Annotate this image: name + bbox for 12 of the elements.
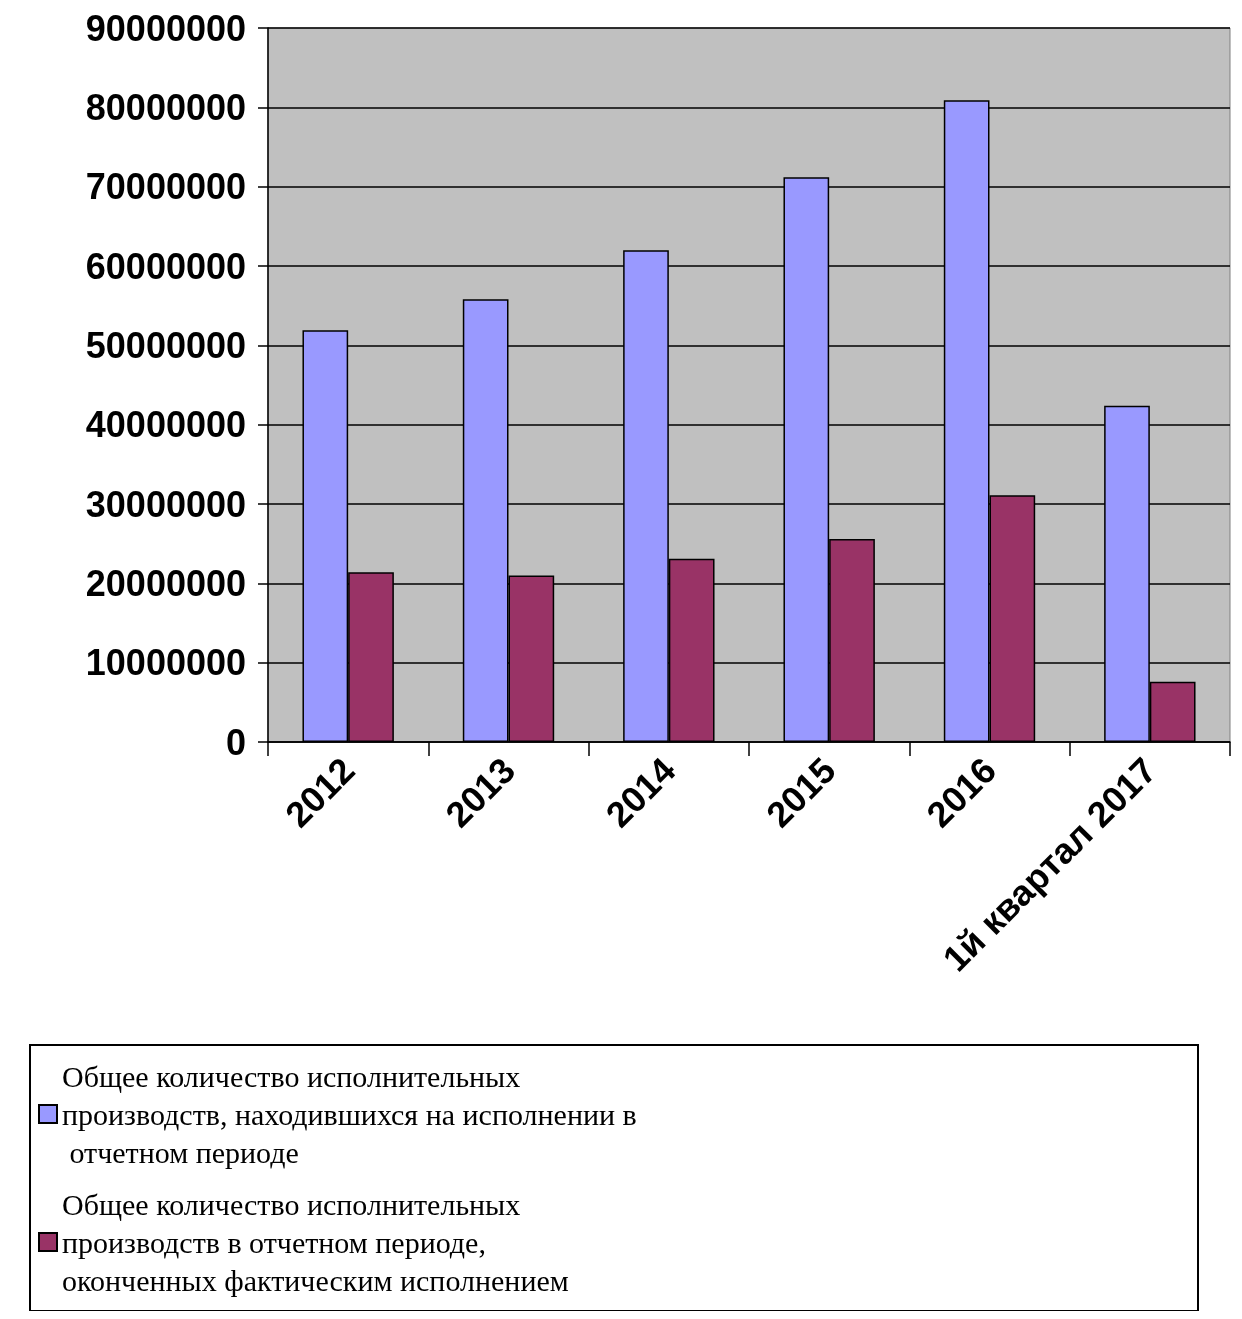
y-tick-label: 10000000 bbox=[85, 642, 246, 684]
y-tick-label: 60000000 bbox=[85, 245, 246, 287]
y-tick-label: 70000000 bbox=[85, 166, 246, 208]
legend-label: Общее количество исполнительных производств в отчетном периоде, оконченных фактическим исполнением bbox=[62, 1187, 569, 1297]
legend-label: Общее количество исполнительных производств, находившихся на исполнении в отчетном периоде bbox=[62, 1059, 637, 1169]
y-tick-label: 80000000 bbox=[85, 86, 246, 128]
y-tick-label: 40000000 bbox=[85, 404, 246, 446]
y-tick-label: 90000000 bbox=[85, 7, 246, 49]
y-tick-label: 20000000 bbox=[85, 562, 246, 604]
y-tick-label: 0 bbox=[225, 721, 246, 763]
y-tick-label: 30000000 bbox=[85, 483, 246, 525]
y-tick-label: 50000000 bbox=[85, 324, 246, 366]
